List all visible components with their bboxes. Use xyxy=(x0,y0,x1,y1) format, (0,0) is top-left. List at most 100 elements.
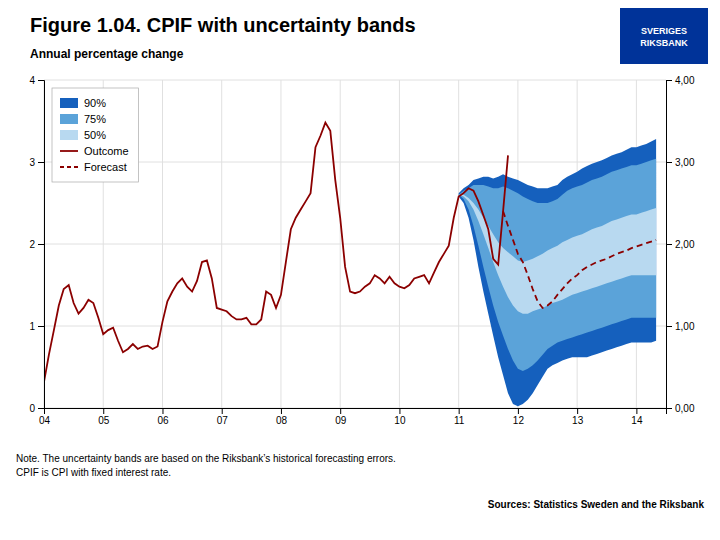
tick-label: 11 xyxy=(454,415,465,426)
legend-entry: Outcome xyxy=(60,145,129,157)
tick-label: 3,00 xyxy=(675,157,695,168)
y2-axis: 0,00 1,00 2,00 3,00 4,00 xyxy=(666,75,695,414)
tick-label: 06 xyxy=(157,415,169,426)
tick-mark xyxy=(399,408,400,414)
tick-label: 1 xyxy=(29,321,35,332)
band xyxy=(459,159,656,371)
tick-mark xyxy=(38,408,44,409)
tick: 0,00 xyxy=(666,403,695,414)
tick: 10 xyxy=(394,408,406,426)
tick: 07 xyxy=(217,408,229,426)
legend-swatch xyxy=(60,150,78,152)
legend-swatch xyxy=(60,130,78,140)
line xyxy=(503,211,656,308)
tick-mark xyxy=(666,162,672,163)
tick-label: 3 xyxy=(29,157,35,168)
tick-label: 1,00 xyxy=(675,321,695,332)
tick: 09 xyxy=(335,408,347,426)
band xyxy=(459,195,656,314)
tick-mark xyxy=(666,408,672,409)
tick-mark xyxy=(666,80,672,81)
tick: 3,00 xyxy=(666,157,695,168)
legend-entry: Forecast xyxy=(60,161,127,173)
tick-mark xyxy=(222,408,223,414)
chart: Figure 1.04. CPIF with uncertainty bands… xyxy=(0,0,720,540)
tick: 05 xyxy=(98,408,110,426)
text-line: Note. The uncertainty bands are based on… xyxy=(16,453,396,464)
text-line: SVERIGES xyxy=(641,26,687,36)
tick: 4,00 xyxy=(666,75,695,86)
legend-entry: 50% xyxy=(60,129,106,141)
annotation: SVERIGES RIKSBANK xyxy=(640,26,688,48)
legend-label: 50% xyxy=(84,129,106,141)
legend-swatch xyxy=(60,98,78,108)
tick-mark xyxy=(103,408,104,414)
tick-mark xyxy=(281,408,282,414)
tick-label: 10 xyxy=(394,415,406,426)
tick-label: 05 xyxy=(98,415,110,426)
tick-label: 2,00 xyxy=(675,239,695,250)
axis-line xyxy=(45,409,667,415)
tick-label: 0,00 xyxy=(675,403,695,414)
tick: 2 xyxy=(29,239,44,250)
tick: 1 xyxy=(29,321,44,332)
x-axis: 0405060708091011121314 xyxy=(39,408,667,426)
tick-mark xyxy=(38,162,44,163)
legend-entry: 90% xyxy=(60,97,106,109)
tick-mark xyxy=(518,408,519,414)
grid xyxy=(44,80,666,408)
text-line: RIKSBANK xyxy=(640,38,688,48)
tick-label: 07 xyxy=(217,415,229,426)
tick-mark xyxy=(162,408,163,414)
legend-label: 90% xyxy=(84,97,106,109)
subtitle: Annual percentage change xyxy=(30,47,184,61)
band xyxy=(459,139,656,406)
tick: 0 xyxy=(29,403,44,414)
tick-mark xyxy=(38,244,44,245)
axis-line xyxy=(38,81,45,409)
tick: 13 xyxy=(572,408,584,426)
legend: 90% 75% 50% Outcome Forecast xyxy=(52,88,139,182)
title: Figure 1.04. CPIF with uncertainty bands xyxy=(30,14,416,36)
source: Sources: Statistics Sweden and the Riksb… xyxy=(488,499,705,510)
tick-mark xyxy=(340,408,341,414)
tick-label: 04 xyxy=(39,415,51,426)
tick-label: 09 xyxy=(335,415,347,426)
legend-swatch xyxy=(60,114,78,124)
legend-swatch xyxy=(60,166,78,168)
tick-mark xyxy=(577,408,578,414)
legend-entry: 75% xyxy=(60,113,106,125)
legend-label: 75% xyxy=(84,113,106,125)
tick: 1,00 xyxy=(666,321,695,332)
tick: 2,00 xyxy=(666,239,695,250)
y-axis: 0 1 2 3 4 xyxy=(29,75,44,414)
note: Note. The uncertainty bands are based on… xyxy=(16,453,396,478)
tick-label: 4,00 xyxy=(675,75,695,86)
tick: 04 xyxy=(39,408,51,426)
tick-label: 4 xyxy=(29,75,35,86)
tick: 12 xyxy=(513,408,525,426)
logo-box xyxy=(620,8,708,64)
tick-label: 0 xyxy=(29,403,35,414)
axis-line xyxy=(667,81,673,409)
tick: 11 xyxy=(454,408,465,426)
grid-line-y xyxy=(44,80,666,81)
text-line: CPIF is CPI with fixed interest rate. xyxy=(16,467,171,478)
tick-mark xyxy=(38,326,44,327)
tick: 06 xyxy=(157,408,169,426)
tick-label: 13 xyxy=(572,415,584,426)
tick: 3 xyxy=(29,157,44,168)
tick: 4 xyxy=(29,75,44,86)
tick-mark xyxy=(636,408,637,414)
logo: SVERIGES RIKSBANK xyxy=(620,8,708,64)
tick-label: 12 xyxy=(513,415,525,426)
tick: 14 xyxy=(631,408,643,426)
legend-label: Forecast xyxy=(84,161,127,173)
tick-mark xyxy=(38,80,44,81)
tick-label: 14 xyxy=(631,415,643,426)
tick-label: 2 xyxy=(29,239,35,250)
line xyxy=(44,123,508,382)
tick-mark xyxy=(459,408,460,414)
tick-mark xyxy=(666,326,672,327)
tick-mark xyxy=(666,244,672,245)
